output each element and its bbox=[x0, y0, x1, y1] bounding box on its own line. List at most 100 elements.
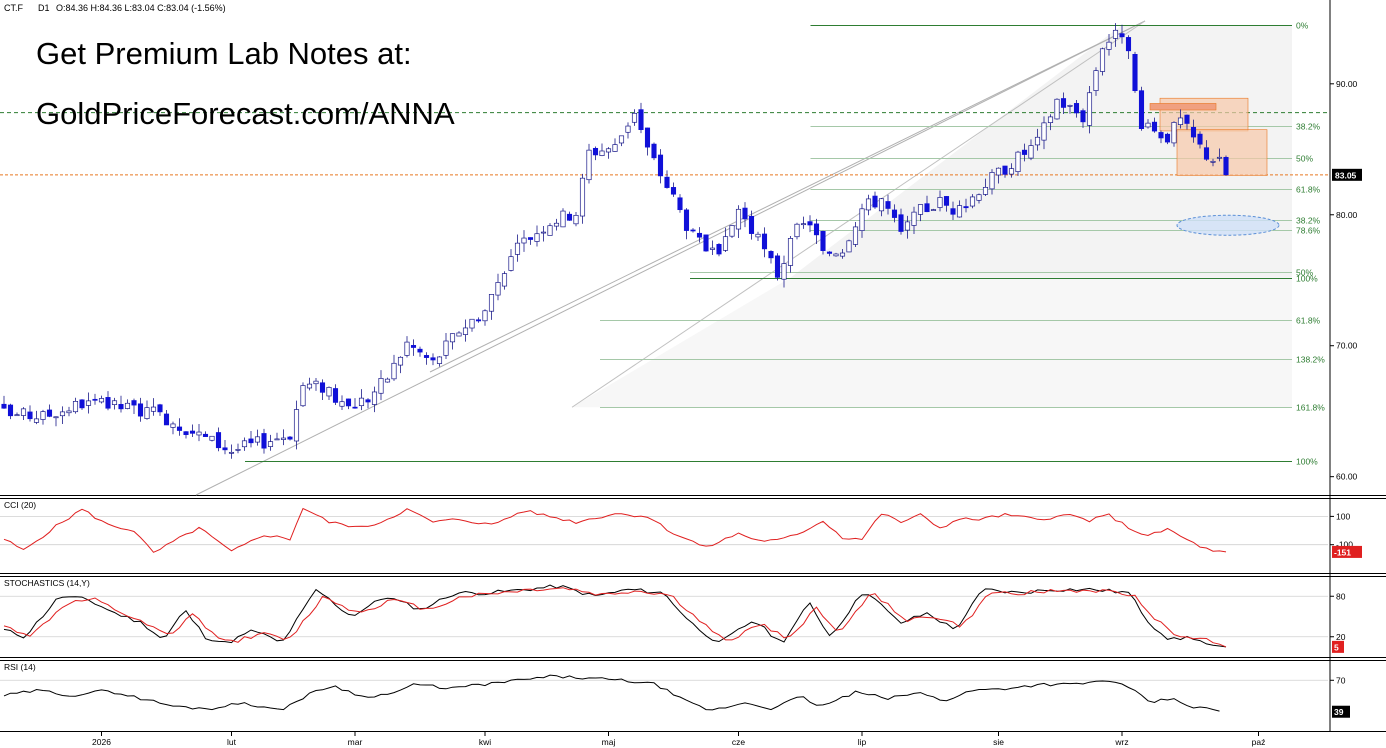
trendline-lower bbox=[195, 20, 1146, 496]
candle bbox=[417, 346, 423, 357]
candle bbox=[664, 170, 670, 189]
candle-body-bear bbox=[423, 355, 430, 358]
candle bbox=[430, 353, 436, 366]
candle bbox=[332, 384, 339, 405]
candle-body-bull bbox=[1093, 70, 1099, 91]
candle-body-bear bbox=[807, 221, 813, 226]
candle-body-bear bbox=[963, 206, 969, 209]
candle bbox=[969, 194, 976, 209]
fib-label-9: 138.2% bbox=[1296, 355, 1325, 365]
candle-body-bull bbox=[781, 263, 787, 280]
candle-body-bear bbox=[716, 244, 722, 255]
candle-body-bull bbox=[917, 204, 924, 215]
candle-body-bear bbox=[1119, 33, 1125, 38]
candle bbox=[1060, 92, 1067, 115]
candle-body-bull bbox=[384, 378, 391, 383]
candle-body-bear bbox=[365, 399, 371, 403]
candle-body-bear bbox=[27, 411, 33, 420]
candle-body-bear bbox=[657, 154, 664, 177]
panel-title: RSI (14) bbox=[4, 662, 36, 672]
candle-body-bear bbox=[748, 215, 755, 234]
fib-label-7: 100% bbox=[1296, 274, 1318, 284]
candle bbox=[157, 403, 163, 416]
candle bbox=[1190, 119, 1197, 143]
fib-label-8: 61.8% bbox=[1296, 316, 1321, 326]
candle-body-bull bbox=[1067, 105, 1073, 107]
candle-body-bull bbox=[280, 437, 287, 440]
candle bbox=[111, 397, 118, 410]
candle-body-bear bbox=[261, 433, 267, 449]
candle bbox=[579, 173, 586, 224]
candle bbox=[1184, 114, 1190, 130]
candle-body-bull bbox=[904, 221, 911, 231]
candle bbox=[131, 398, 137, 414]
candle-body-bear bbox=[774, 255, 781, 278]
candle bbox=[566, 211, 573, 221]
candle bbox=[677, 194, 683, 213]
candle-body-bear bbox=[332, 388, 339, 403]
candle bbox=[846, 239, 852, 253]
candle bbox=[196, 423, 202, 442]
candle-body-bull bbox=[306, 383, 313, 389]
symbol-label: CT.F bbox=[4, 3, 24, 13]
cci-panel[interactable]: CCI (20) 100 -100-151 bbox=[0, 500, 1362, 558]
candle bbox=[293, 400, 300, 450]
stochastics-panel[interactable]: STOCHASTICS (14,Y) 80 205 bbox=[0, 578, 1346, 653]
candle bbox=[1106, 33, 1112, 56]
candle bbox=[202, 431, 209, 437]
candle-body-bull bbox=[20, 408, 27, 416]
candle bbox=[378, 370, 384, 401]
candle bbox=[274, 432, 280, 441]
candle-body-bear bbox=[1002, 165, 1008, 175]
time-tick-label-6: lip bbox=[858, 737, 867, 747]
candle bbox=[358, 389, 365, 411]
candle bbox=[469, 318, 475, 332]
candle bbox=[963, 198, 969, 213]
candle-body-bull bbox=[33, 418, 40, 423]
stoch-k-line bbox=[3, 584, 1227, 648]
candle bbox=[436, 356, 443, 367]
cci-last-tag: -151 bbox=[1334, 547, 1351, 557]
candle-body-bear bbox=[131, 400, 137, 406]
candle bbox=[625, 122, 631, 139]
candle-body-bull bbox=[326, 387, 332, 397]
candle bbox=[254, 429, 261, 446]
candle bbox=[690, 228, 696, 233]
candle bbox=[222, 439, 228, 455]
candle-body-bear bbox=[248, 438, 254, 444]
candle bbox=[482, 309, 488, 326]
fib-label-11: 100% bbox=[1296, 457, 1318, 467]
candle-body-bull bbox=[618, 135, 625, 144]
candle bbox=[1, 395, 7, 409]
candle-body-bull bbox=[534, 233, 540, 242]
candle bbox=[443, 332, 449, 360]
fib-label-0: 0% bbox=[1296, 21, 1309, 31]
candle-body-bull bbox=[378, 378, 384, 394]
candle bbox=[319, 379, 326, 401]
candle bbox=[118, 395, 124, 413]
candle bbox=[98, 395, 105, 404]
last-price-tag bbox=[1332, 168, 1362, 181]
candle bbox=[228, 444, 235, 459]
candle-body-bear bbox=[1125, 37, 1132, 52]
candle bbox=[1125, 35, 1132, 60]
price-panel[interactable]: 0%38.2%50%61.8%38.2%78.6%50%100%61.8%138… bbox=[0, 21, 1362, 496]
candle-body-bear bbox=[670, 187, 677, 195]
candle-body-bull bbox=[852, 226, 859, 245]
candle-body-bull bbox=[85, 400, 92, 406]
candle-body-bear bbox=[417, 348, 423, 353]
candle-body-bull bbox=[787, 238, 794, 266]
candle-body-bear bbox=[319, 382, 326, 393]
time-tick-label-0: 2026 bbox=[92, 737, 111, 747]
promo-url[interactable]: GoldPriceForecast.com/ANNA bbox=[36, 96, 455, 131]
candle bbox=[1164, 132, 1171, 145]
candle bbox=[514, 234, 521, 262]
candle bbox=[280, 429, 287, 446]
candle bbox=[79, 399, 85, 410]
candle-body-bull bbox=[612, 144, 618, 152]
rsi-panel[interactable]: RSI (14) 70 39 bbox=[0, 662, 1350, 718]
candle-body-bull bbox=[995, 167, 1002, 176]
candle-body-bear bbox=[7, 404, 14, 417]
candle bbox=[72, 397, 79, 414]
